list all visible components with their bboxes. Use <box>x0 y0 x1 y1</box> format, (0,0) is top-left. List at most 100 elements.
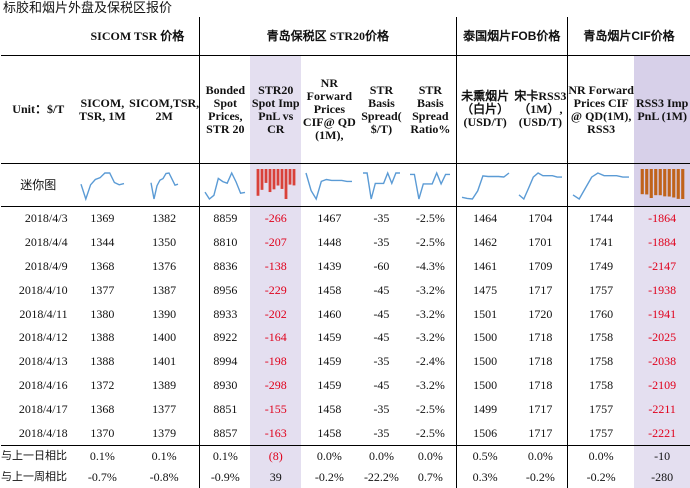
sparkline-cell <box>567 163 635 207</box>
table-cell: 1458 <box>317 425 342 440</box>
table-cell: 1464 <box>455 206 514 231</box>
col-header: 未熏烟片（白片）(USD/T) <box>455 55 514 164</box>
table-cell: 1448 <box>317 235 342 250</box>
corner-cell <box>1 17 76 56</box>
sparkline-bar <box>667 169 671 197</box>
table-cell: 1709 <box>528 258 553 273</box>
table-cell: -266 <box>250 206 302 231</box>
table-cell: 1475 <box>455 278 514 303</box>
row-date: 2018/4/4 <box>24 235 68 250</box>
summary-cell: 0.1% <box>75 444 130 467</box>
table-cell: 1401 <box>152 354 177 369</box>
table-cell: 1377 <box>90 282 115 297</box>
table-cell: -45 <box>373 330 390 345</box>
table-cell: 1368 <box>90 401 115 416</box>
table-cell: -2211 <box>634 397 690 422</box>
sparkline-line <box>305 172 353 201</box>
table-cell: 1744 <box>567 206 635 231</box>
table-cell: 1388 <box>90 354 115 369</box>
sparkline-label: 迷你图 <box>1 163 76 207</box>
table-cell: -163 <box>250 421 302 446</box>
summary-cell: -0.2% <box>567 466 635 488</box>
table-cell: 8851 <box>199 397 251 422</box>
table-cell: -2.5% <box>415 211 445 226</box>
table-cell: 1741 <box>567 230 635 255</box>
sparkline-chart <box>362 171 400 200</box>
table-cell: -3.2% <box>415 330 445 345</box>
sparkline-chart <box>518 172 562 201</box>
table-cell: -207 <box>250 230 302 255</box>
table-cell: 1369 <box>90 211 115 226</box>
sparkline-line <box>461 172 510 200</box>
col-header: SICOM,TSR, 2M <box>129 95 200 123</box>
sparkline-line <box>410 171 451 200</box>
sparkline-cell <box>75 163 130 207</box>
table-cell: -35 <box>373 401 390 416</box>
table-cell: 8810 <box>199 230 251 255</box>
table-cell: -1864 <box>634 206 690 231</box>
table-row: 2018/4/16 1372 1389 8930 -298 1459 -45 -3.2% 150… <box>1 373 690 398</box>
table-row: 2018/4/13 1388 1401 8994 -198 1459 -35 -2.4% 150… <box>1 349 690 374</box>
table-cell: 1499 <box>455 397 514 422</box>
table-cell: 8930 <box>199 373 251 398</box>
sparkline-bar <box>288 169 292 185</box>
sparkline-bar <box>676 169 680 199</box>
table-cell: 1377 <box>152 401 177 416</box>
summary-row: 与上一日相比 0.1% 0.1% 0.1% (8) 0.0% 0.0% 0.0% 0.5% 0.0… <box>1 444 690 467</box>
sparkline-cell <box>199 163 251 207</box>
table-cell: 1458 <box>317 282 342 297</box>
table-cell: -202 <box>250 302 302 326</box>
table-cell: -229 <box>250 278 302 303</box>
summary-cell: 39 <box>250 466 302 488</box>
table-cell: 1390 <box>152 306 177 321</box>
sparkline-cell <box>250 163 302 207</box>
sparkline-cell <box>129 163 200 207</box>
summary-cell: 0.0% <box>405 444 456 467</box>
sparkline-bar <box>256 169 260 196</box>
table-cell: 1506 <box>455 421 514 446</box>
summary-cell: 0.1% <box>129 444 200 467</box>
table-cell: 1459 <box>317 377 342 392</box>
summary-label: 与上一日相比 <box>1 444 76 467</box>
table-cell: 1717 <box>528 401 553 416</box>
table-cell: -35 <box>373 354 390 369</box>
summary-cell: -22.2% <box>363 469 399 484</box>
table-cell: -298 <box>250 373 302 398</box>
table-cell: 1458 <box>317 401 342 416</box>
table-cell: 1372 <box>90 377 115 392</box>
sparkline-line <box>572 172 630 200</box>
row-date: 2018/4/11 <box>19 306 68 321</box>
sparkline-cell <box>301 163 358 207</box>
col-header: NR Forward Prices CIF@ QD (1M), <box>302 76 356 142</box>
table-cell: -2038 <box>634 349 690 374</box>
summary-cell: -0.2% <box>525 469 555 484</box>
table-cell: -155 <box>250 397 302 422</box>
row-date: 2018/4/13 <box>18 354 68 369</box>
sparkline-bar <box>292 169 296 186</box>
sparkline-bar <box>644 169 648 195</box>
table-cell: -35 <box>373 425 390 440</box>
table-cell: 1500 <box>455 349 514 374</box>
sparkline-bar <box>264 169 268 183</box>
table-cell: -45 <box>373 306 390 321</box>
sparkline-chart <box>204 171 246 201</box>
sparkline-cell <box>405 163 456 207</box>
sparkline-bar <box>268 169 272 193</box>
table-row: 2018/4/3 1369 1382 8859 -266 1467 -35 -2.5% 1464… <box>1 206 690 231</box>
table-cell: -164 <box>250 325 302 350</box>
sparkline-chart <box>80 172 125 202</box>
table-cell: 8836 <box>199 254 251 279</box>
table-cell: -35 <box>373 211 390 226</box>
table-cell: 1460 <box>317 306 342 321</box>
table-cell: -138 <box>250 254 302 279</box>
table-cell: 1388 <box>90 330 115 345</box>
price-table: SICOM TSR 价格 青岛保税区 STR20价格 泰国烟片FOB价格 青岛烟… <box>1 17 690 488</box>
table-cell: 8994 <box>199 349 251 374</box>
table-row: 2018/4/17 1368 1377 8851 -155 1458 -35 -2.5% 149… <box>1 397 690 422</box>
sparkline-line <box>80 172 125 202</box>
table-cell: 1757 <box>567 397 635 422</box>
sparkline-bar <box>272 169 276 190</box>
table-cell: 1757 <box>567 278 635 303</box>
sparkline-bar <box>649 169 653 199</box>
table-cell: 1500 <box>455 325 514 350</box>
